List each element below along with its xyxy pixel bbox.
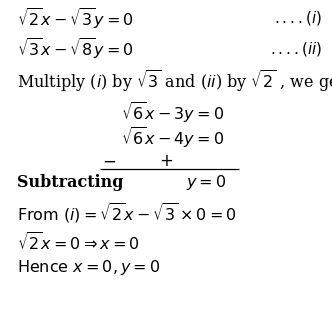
Text: $\sqrt{3}x - \sqrt{8}y = 0$: $\sqrt{3}x - \sqrt{8}y = 0$ <box>17 36 133 61</box>
Text: Multiply ($i$) by $\sqrt{3}$ and ($ii$) by $\sqrt{2}$ , we get: Multiply ($i$) by $\sqrt{3}$ and ($ii$) … <box>17 68 332 94</box>
Text: $\sqrt{2}x = 0 \Rightarrow x = 0$: $\sqrt{2}x = 0 \Rightarrow x = 0$ <box>17 233 139 255</box>
Text: $\text{From }(i) = \sqrt{2}x - \sqrt{3} \times 0 = 0$: $\text{From }(i) = \sqrt{2}x - \sqrt{3} … <box>17 201 236 225</box>
Text: $\text{Hence } x = 0, y = 0$: $\text{Hence } x = 0, y = 0$ <box>17 258 160 277</box>
Text: $-$: $-$ <box>103 153 117 170</box>
Text: Subtracting: Subtracting <box>17 174 123 191</box>
Text: $+$: $+$ <box>159 153 173 170</box>
Text: $\sqrt{6}x - 4y = 0$: $\sqrt{6}x - 4y = 0$ <box>121 125 224 150</box>
Text: $....({ii})$: $....({ii})$ <box>270 40 322 58</box>
Text: $\sqrt{6}x - 3y = 0$: $\sqrt{6}x - 3y = 0$ <box>121 100 224 125</box>
Text: $....({i})$: $....({i})$ <box>274 9 322 28</box>
Text: $\sqrt{2}x - \sqrt{3}y = 0$: $\sqrt{2}x - \sqrt{3}y = 0$ <box>17 6 133 31</box>
Text: $y = 0$: $y = 0$ <box>186 173 226 192</box>
